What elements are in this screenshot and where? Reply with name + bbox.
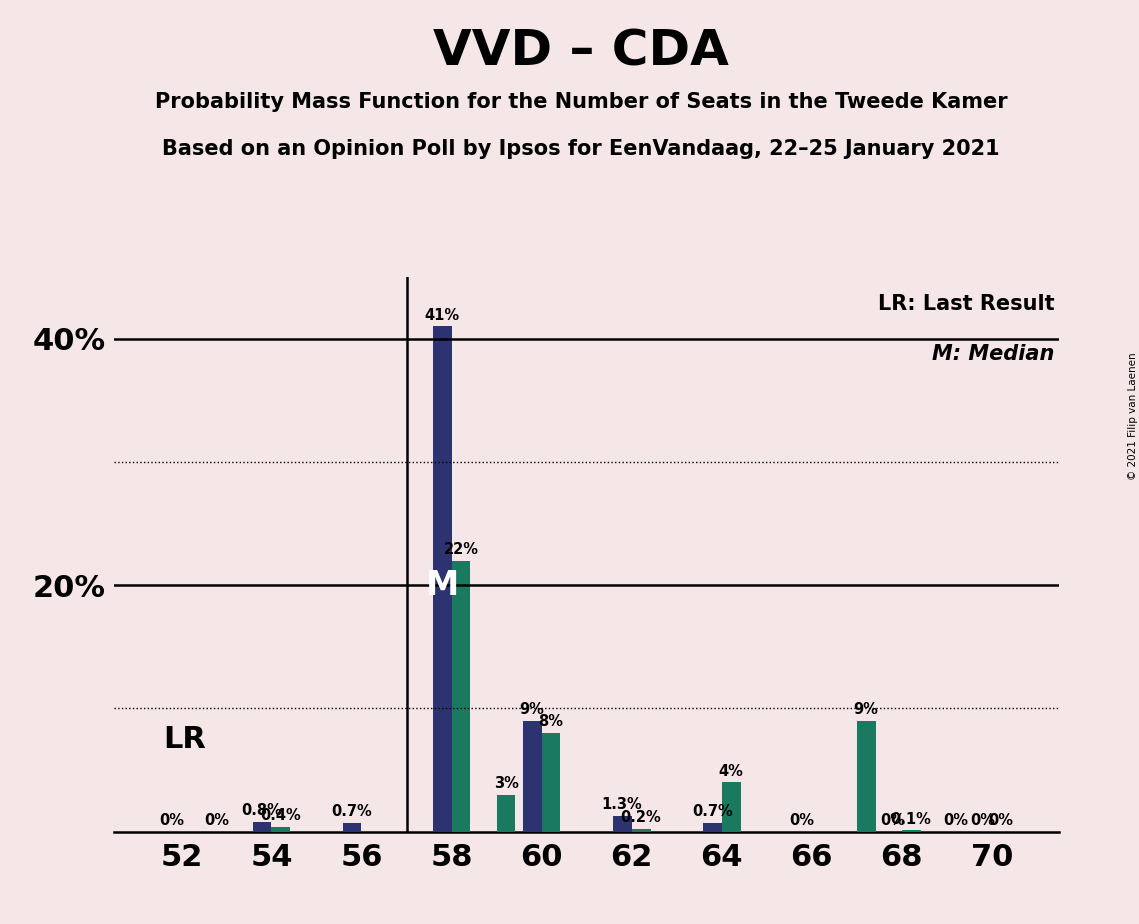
Text: 0.7%: 0.7%: [691, 804, 732, 820]
Bar: [722, 783, 740, 832]
Bar: [902, 831, 920, 832]
Text: LR: LR: [163, 724, 206, 754]
Bar: [541, 733, 560, 832]
Text: 3%: 3%: [493, 776, 518, 791]
Text: 41%: 41%: [425, 308, 460, 322]
Text: 0%: 0%: [969, 813, 994, 828]
Text: 1.3%: 1.3%: [601, 796, 642, 812]
Bar: [343, 823, 361, 832]
Text: 4%: 4%: [719, 763, 744, 779]
Bar: [271, 827, 290, 832]
Text: 0%: 0%: [789, 813, 814, 828]
Bar: [497, 795, 516, 832]
Text: Probability Mass Function for the Number of Seats in the Tweede Kamer: Probability Mass Function for the Number…: [155, 92, 1007, 113]
Text: 0.1%: 0.1%: [891, 811, 932, 827]
Text: 0%: 0%: [159, 813, 185, 828]
Text: © 2021 Filip van Laenen: © 2021 Filip van Laenen: [1129, 352, 1138, 480]
Text: 0%: 0%: [989, 813, 1014, 828]
Bar: [613, 816, 632, 832]
Text: 0%: 0%: [879, 813, 904, 828]
Text: 8%: 8%: [539, 714, 564, 729]
Text: M: M: [426, 568, 459, 602]
Bar: [253, 821, 271, 832]
Text: VVD – CDA: VVD – CDA: [433, 28, 729, 76]
Bar: [523, 721, 541, 832]
Text: 0.7%: 0.7%: [331, 804, 372, 820]
Bar: [451, 561, 470, 832]
Text: 0%: 0%: [944, 813, 968, 828]
Text: 0.2%: 0.2%: [621, 810, 662, 825]
Text: 0.4%: 0.4%: [261, 808, 302, 823]
Bar: [632, 829, 650, 832]
Text: M: Median: M: Median: [932, 344, 1055, 364]
Text: 0.8%: 0.8%: [241, 803, 282, 818]
Text: 0%: 0%: [205, 813, 229, 828]
Text: LR: Last Result: LR: Last Result: [878, 294, 1055, 314]
Bar: [703, 823, 722, 832]
Bar: [433, 326, 451, 832]
Text: Based on an Opinion Poll by Ipsos for EenVandaag, 22–25 January 2021: Based on an Opinion Poll by Ipsos for Ee…: [162, 139, 1000, 159]
Text: 9%: 9%: [854, 702, 878, 717]
Text: 9%: 9%: [519, 702, 544, 717]
Text: 22%: 22%: [443, 541, 478, 557]
Bar: [857, 721, 876, 832]
